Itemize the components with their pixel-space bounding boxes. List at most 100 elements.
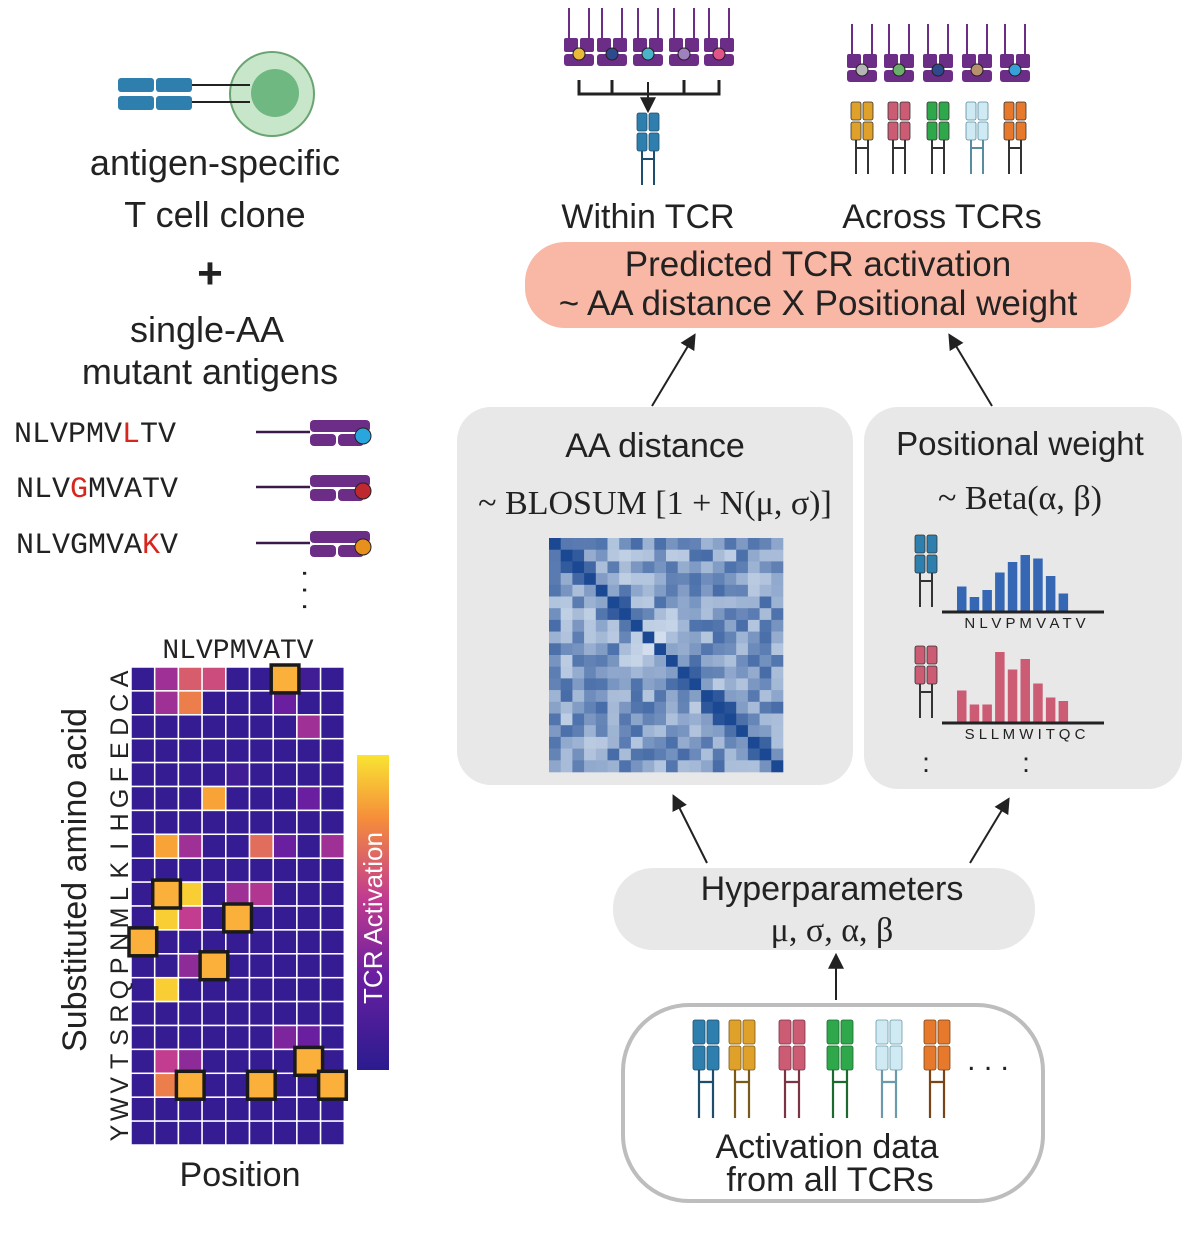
blosum-cell: [630, 690, 643, 703]
weight-bar: [995, 572, 1005, 611]
heatmap-cell: [248, 857, 274, 883]
blosum-cell: [724, 713, 737, 726]
wildtype-cell-marker: [269, 663, 301, 695]
heatmap-cell: [201, 690, 227, 716]
heatmap-cell: [296, 761, 322, 788]
tcr-domain: [926, 665, 938, 685]
blosum-cell: [747, 725, 760, 738]
mhc-block: [310, 489, 336, 501]
blosum-cell: [677, 631, 690, 644]
heatmap-cell: [319, 1120, 346, 1146]
blosum-cell: [712, 666, 725, 679]
blosum-cell: [771, 760, 784, 773]
blosum-cell: [642, 619, 655, 632]
row-label-K: K: [106, 861, 134, 878]
blosum-cell: [677, 619, 690, 632]
blosum-cell: [677, 608, 690, 621]
heatmap-cell: [130, 1096, 156, 1122]
blosum-cell: [712, 538, 725, 550]
antigen-dot: [354, 482, 372, 500]
heatmap-cell: [201, 1120, 227, 1146]
blosum-cell: [619, 713, 632, 726]
mhc-domain: [597, 38, 611, 52]
blosum-cell: [549, 655, 561, 667]
blosum-cell: [560, 631, 573, 644]
blosum-cell: [689, 561, 702, 574]
heatmap-cell: [248, 714, 274, 740]
blosum-cell: [560, 596, 573, 609]
blosum-cell: [771, 666, 784, 679]
blosum-cell: [607, 760, 620, 773]
blosum-cell: [677, 561, 690, 574]
heatmap-cell: [272, 976, 298, 1003]
blosum-cell: [642, 713, 655, 726]
plus-sign: +: [197, 249, 223, 298]
blosum-cell: [607, 619, 620, 632]
blosum-cell: [549, 713, 561, 726]
blosum-cell: [759, 701, 772, 714]
blosum-cell: [689, 678, 702, 691]
blosum-cell: [724, 701, 737, 714]
mhc-domain: [847, 54, 861, 68]
blosum-cell: [736, 549, 749, 562]
heatmap-cell: [153, 976, 180, 1003]
heatmap-cell: [201, 809, 227, 836]
row-label-A: A: [106, 670, 134, 687]
blosum-cell: [630, 666, 643, 679]
tcr-domain: [887, 121, 899, 141]
tcr-domain: [887, 101, 899, 121]
tcr-domain: [1003, 101, 1015, 121]
blosum-cell: [689, 573, 702, 586]
heatmap-cell: [130, 690, 156, 716]
heatmap-cell: [225, 785, 251, 812]
blosum-cell: [771, 736, 784, 749]
blosum-cell: [642, 631, 655, 644]
tcr-domain: [875, 1045, 889, 1071]
blosum-cell: [584, 736, 597, 749]
tcr-domain: [706, 1019, 720, 1045]
blosum-cell: [607, 643, 620, 656]
blosum-cell: [584, 584, 597, 597]
mhc-domain: [580, 38, 594, 52]
blosum-cell: [747, 538, 760, 550]
tcr-domain: [937, 1019, 951, 1045]
blosum-cell: [771, 690, 784, 703]
positional-weight-formula: ~ Beta(α, β): [938, 480, 1102, 517]
blosum-cell: [619, 736, 632, 749]
colorbar-label: TCR Activation: [358, 832, 388, 1004]
blosum-cell: [572, 573, 585, 586]
heatmap-cell: [201, 1000, 227, 1027]
blosum-cell: [607, 584, 620, 597]
blosum-cell: [619, 596, 632, 609]
activation-data-line2: from all TCRs: [726, 1161, 933, 1199]
blosum-cell: [736, 701, 749, 714]
tcr-domain: [889, 1045, 903, 1071]
blosum-cell: [701, 643, 714, 656]
blosum-cell: [771, 619, 784, 632]
heatmap-cell: [272, 1120, 298, 1146]
tcr-domain: [977, 101, 989, 121]
blosum-cell: [560, 690, 573, 703]
blosum-cell: [666, 561, 678, 574]
heatmap-cell: [225, 714, 251, 740]
blosum-cell: [607, 678, 620, 691]
tcr-stem: [970, 140, 984, 174]
heatmap-cell: [225, 833, 251, 859]
blosum-cell: [630, 538, 643, 550]
blosum-cell: [759, 584, 772, 597]
blosum-cell: [654, 748, 667, 761]
blosum-cell: [759, 713, 772, 726]
blosum-cell: [666, 713, 678, 726]
heatmap-cell: [248, 737, 274, 764]
blosum-cell: [666, 538, 678, 550]
heatmap-cell: [296, 881, 322, 907]
heatmap-cell: [225, 1000, 251, 1027]
blosum-cell: [654, 725, 667, 738]
blosum-cell: [747, 573, 760, 586]
blosum-cell: [584, 608, 597, 621]
blosum-cell: [642, 690, 655, 703]
blosum-cell: [607, 655, 620, 667]
blosum-cell: [619, 643, 632, 656]
tcr-domain: [899, 101, 911, 121]
tcr-stem: [931, 140, 945, 174]
